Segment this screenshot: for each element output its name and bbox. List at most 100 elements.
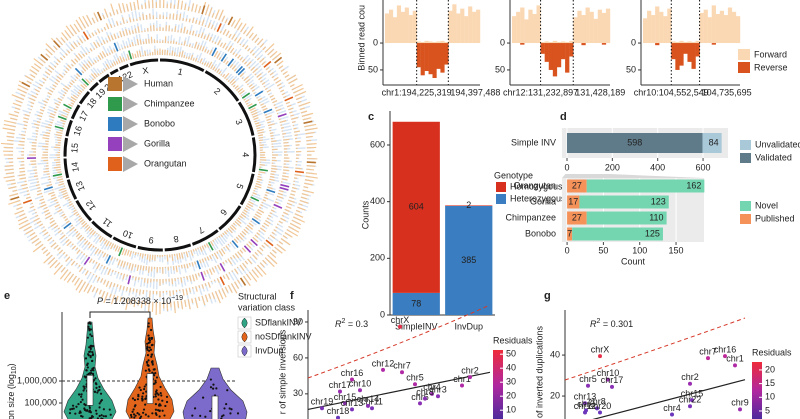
track-signal [251,269,259,279]
track-signal [37,189,42,193]
track-signal [268,93,270,96]
track-signal [197,60,199,63]
track-signal [31,65,40,72]
track-signal [183,40,186,46]
point [343,401,347,406]
track-spike [113,42,119,52]
track-signal [105,23,110,30]
track-signal [97,59,100,62]
track-signal [295,167,302,170]
track-signal [30,205,35,209]
reverse-bar [671,43,676,60]
reverse-bar [675,43,680,70]
track-background [239,38,245,46]
track-signal [115,9,119,15]
jitter-point [75,405,78,408]
track-signal [129,287,132,293]
track-signal [245,78,251,84]
track-signal [116,284,119,288]
track-signal [45,43,56,53]
track-signal [70,96,77,101]
forward-bar [659,11,664,44]
track-signal [204,294,209,303]
jitter-point [88,406,91,409]
track-signal [82,53,86,57]
track-signal [225,30,230,37]
track-signal [204,257,207,261]
track-signal [80,251,83,254]
track-signal [227,258,233,265]
track-signal [218,56,222,61]
track-spike [274,56,283,64]
track-signal [53,264,63,275]
jitter-point [98,385,101,388]
point-label: chr6 [411,392,429,402]
track-signal [222,261,225,265]
point [606,377,610,382]
track-signal [83,83,88,88]
forward-bar [428,41,433,44]
track-signal [78,217,83,221]
track-signal [262,107,268,111]
legend-arrow [123,136,138,152]
track-signal [256,127,261,130]
jitter-point [74,412,77,415]
track-signal [136,39,140,46]
chromosome-arc [98,73,110,83]
jitter-point [90,334,94,338]
colorbar-label: 5 [765,405,770,415]
colorbar-label: 15 [765,378,775,388]
track-signal [256,249,263,255]
track-signal [194,248,197,251]
track-signal [267,254,278,265]
track-signal [257,208,265,214]
track-signal [59,187,66,192]
track-signal [88,34,92,39]
x-tick-label: 400 [650,162,665,172]
track-spike [280,183,290,188]
jitter-point [89,350,92,353]
track-background [258,97,269,104]
track-signal [234,85,239,90]
track-background [251,194,262,200]
forward-bar [432,41,437,44]
point-label: chr2 [681,372,699,382]
track-signal [77,234,83,240]
track-signal [88,243,93,249]
track-signal [97,54,102,61]
jitter-point [88,329,91,332]
track-spike [241,92,251,99]
track-signal [245,26,254,37]
track-signal [180,0,184,10]
jitter-point [133,398,137,402]
point [398,324,402,329]
jitter-point [90,344,93,347]
track-spike [227,58,235,67]
track-signal [278,65,284,70]
jitter-point [83,387,86,390]
track-signal [39,83,44,87]
track-signal [137,300,140,306]
y-tick-label: 0 [500,37,505,47]
track-signal [68,200,72,204]
track-signal [295,209,301,213]
track-signal [56,131,63,135]
track-signal [43,254,53,264]
panel-letter: d [560,111,567,123]
y-tick-label: 0 [631,37,636,47]
track-signal [91,231,96,236]
jitter-point [160,394,163,397]
track-signal [45,48,53,56]
track-signal [109,52,111,55]
track-signal [191,262,194,267]
track-signal [214,290,221,304]
jitter-point [109,413,112,416]
bar-segment [567,227,573,241]
jitter-point [134,414,137,417]
forward-bar [573,17,578,44]
track-signal [43,170,50,173]
track-signal [0,142,14,145]
chromosome-arc [112,236,137,249]
track-signal [91,32,95,37]
